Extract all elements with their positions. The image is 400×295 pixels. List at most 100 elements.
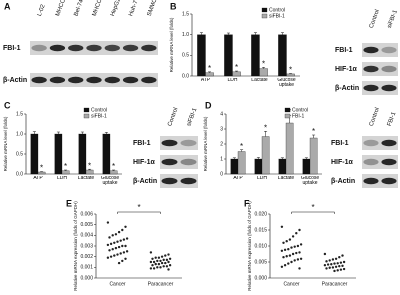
blot-band: [180, 177, 197, 185]
point: [280, 249, 284, 252]
point: [341, 254, 344, 257]
point: [162, 265, 165, 268]
point: [164, 254, 167, 257]
legend-label: Control: [269, 7, 285, 13]
x-tick-label: LDH: [227, 78, 237, 83]
point: [167, 253, 170, 256]
y-axis-label: Relative mRNA level (folds): [3, 116, 8, 171]
blot-band: [363, 65, 379, 73]
significance: *: [289, 66, 292, 75]
point: [167, 268, 170, 271]
point: [156, 266, 159, 269]
y-tick-label: 0.000: [80, 275, 93, 281]
blot-row-label: FBI-1: [335, 47, 353, 54]
y-tick-label: 0.004: [80, 233, 93, 239]
y-tick-label: 4: [220, 111, 223, 117]
blot-band: [49, 76, 66, 84]
point: [151, 257, 154, 260]
x-tick-label: Lactate: [278, 176, 294, 181]
blot-band: [161, 139, 178, 147]
blot-strip: [362, 174, 398, 188]
error-bar: [208, 71, 212, 73]
point: [290, 260, 293, 264]
x-tick-label: Lactate: [78, 176, 94, 181]
point: [154, 256, 157, 259]
blot-row-label: FBI-1: [331, 140, 349, 147]
bar: [102, 133, 111, 175]
x-tick-label: LDH: [257, 176, 267, 181]
point: [119, 239, 122, 242]
legend-label: Control: [91, 107, 107, 113]
panel-label: F: [244, 198, 250, 208]
x-tick-text: Glucose uptake: [277, 77, 296, 88]
point: [165, 265, 169, 268]
lane-label: FBI-1: [387, 111, 398, 127]
point: [149, 260, 153, 264]
point: [168, 264, 172, 267]
blot-strip: [362, 81, 398, 95]
error-bar: [104, 132, 108, 134]
point: [298, 251, 301, 254]
y-tick-label: 2: [220, 141, 223, 147]
error-bar: [264, 131, 268, 137]
y-tick-label: 3: [220, 126, 223, 132]
bar: [278, 34, 287, 77]
point: [121, 259, 124, 263]
point: [299, 257, 303, 260]
y-tick-label: 1.5: [16, 111, 23, 117]
point: [124, 244, 127, 248]
point: [288, 254, 292, 257]
point: [121, 244, 124, 248]
lane-label: Control: [167, 107, 179, 127]
point: [151, 264, 154, 267]
bar: [251, 34, 260, 77]
lane-label: Huh-7: [128, 0, 139, 17]
point: [111, 248, 114, 251]
legend-swatch: [83, 107, 90, 113]
legend-swatch: [261, 13, 268, 19]
legend-label: siFBI-1: [91, 113, 107, 119]
blot-band: [161, 158, 178, 166]
point: [149, 267, 153, 270]
point: [323, 264, 327, 267]
error-bar: [312, 134, 316, 138]
point: [117, 261, 121, 265]
significance: *: [137, 203, 140, 212]
blot-row-label: HIF-1α: [335, 66, 358, 73]
significance: *: [264, 123, 267, 132]
point: [323, 252, 327, 256]
point: [113, 254, 116, 257]
x-tick-text: ATP: [33, 175, 43, 181]
point: [285, 255, 288, 258]
point: [164, 261, 167, 265]
error-bar: [32, 131, 36, 134]
point: [108, 236, 111, 239]
point: [291, 252, 295, 256]
point: [283, 264, 287, 267]
point: [149, 251, 153, 254]
point: [106, 243, 110, 247]
significance: *: [312, 127, 315, 136]
point: [156, 259, 159, 263]
point: [116, 253, 119, 256]
lane-label: L-02: [37, 3, 47, 17]
blot-row-label: HIF-1α: [133, 159, 156, 166]
point: [152, 267, 156, 270]
significance: *: [262, 59, 265, 68]
point: [280, 265, 284, 268]
bar: [230, 158, 239, 175]
point: [282, 241, 285, 244]
blot-band: [381, 84, 397, 92]
panel-label: B: [170, 1, 177, 11]
error-bar: [256, 157, 260, 159]
y-tick-label: 1: [220, 156, 223, 162]
y-tick-label: 1.0: [182, 32, 189, 38]
point: [296, 244, 300, 248]
blot-band: [86, 76, 102, 84]
point: [165, 258, 169, 262]
error-bar: [199, 32, 203, 35]
legend-swatch: [284, 113, 291, 119]
blot-band: [363, 139, 379, 147]
point: [113, 241, 116, 244]
